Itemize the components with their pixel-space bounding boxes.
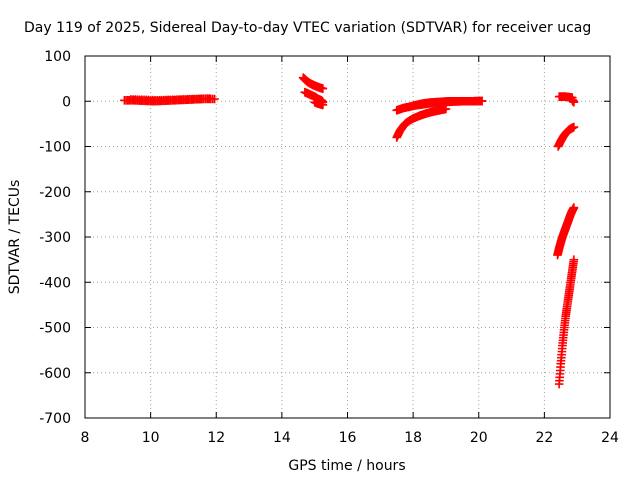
series-arc-10 [567, 95, 579, 107]
y-tick-label: -700 [39, 411, 71, 427]
x-tick-label: 14 [273, 430, 291, 446]
data-point [569, 255, 579, 264]
data-point [569, 203, 579, 212]
series-arc-3 [298, 73, 328, 93]
x-tick-label: 22 [535, 430, 553, 446]
data-point [318, 84, 328, 93]
series-arc-8 [408, 96, 487, 111]
x-tick-label: 12 [207, 430, 225, 446]
y-tick-label: -600 [39, 366, 71, 382]
y-tick-label: 100 [44, 49, 71, 65]
data-point [569, 122, 579, 132]
series-arc-9 [554, 92, 577, 102]
data-point [477, 96, 487, 106]
data-point [318, 100, 328, 110]
y-tick-label: -500 [39, 321, 71, 337]
series-arc-5 [310, 97, 328, 110]
y-axis-label: SDTVAR / TECUs [7, 180, 23, 295]
ticks-layer: 8 10 12 14 16 18 20 22 24 100 0 -100 -200 -300 -400 -50… [39, 49, 619, 446]
x-tick-label: 16 [339, 430, 357, 446]
data-point [205, 94, 214, 103]
series-arc-11 [553, 122, 579, 151]
x-tick-label: 24 [601, 430, 619, 446]
x-tick-label: 10 [142, 430, 160, 446]
data-point [569, 97, 579, 107]
x-axis-label: GPS time / hours [288, 458, 405, 474]
series-arc-2 [126, 94, 214, 105]
series-arc-6 [392, 104, 451, 142]
series-arc-12 [553, 203, 579, 260]
y-tick-label: -100 [39, 140, 71, 156]
x-tick-label: 18 [404, 430, 422, 446]
chart-title: Day 119 of 2025, Sidereal Day-to-day VTE… [24, 20, 591, 36]
series-arc-13 [554, 255, 579, 389]
y-tick-label: -300 [39, 230, 71, 246]
y-tick-label: -200 [39, 185, 71, 201]
y-tick-label: -400 [39, 275, 71, 291]
data-points-layer [120, 73, 579, 389]
data-point [441, 104, 451, 114]
y-tick-label: 0 [62, 94, 71, 110]
x-tick-label: 20 [470, 430, 488, 446]
x-tick-label: 8 [81, 430, 90, 446]
